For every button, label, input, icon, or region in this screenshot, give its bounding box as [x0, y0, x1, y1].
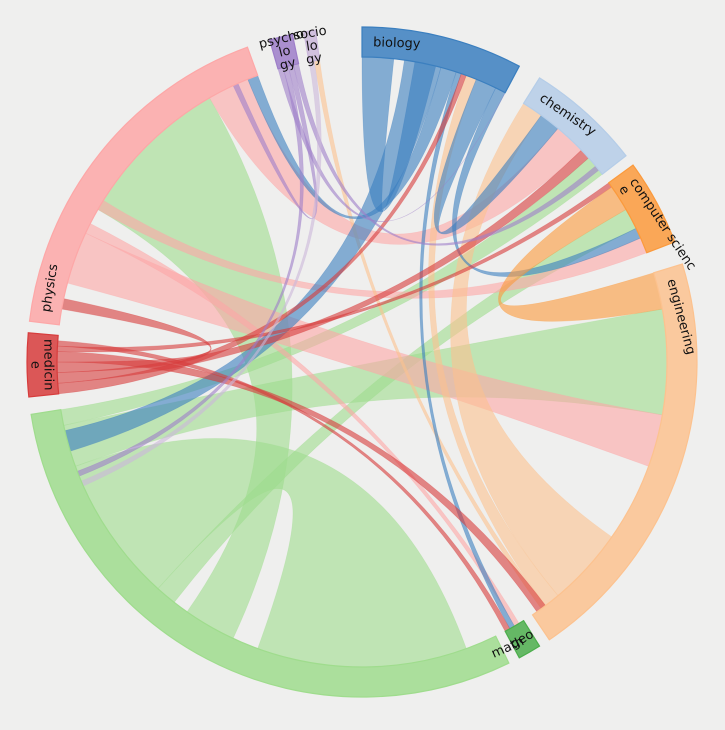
- group-label-line: e: [27, 361, 42, 369]
- group-arc-engineering[interactable]: [531, 263, 698, 641]
- group-label-line: biology: [373, 35, 421, 52]
- group-label-line: lo: [277, 43, 292, 60]
- group-arcs-layer: [26, 26, 698, 698]
- group-arc-sociology[interactable]: [303, 29, 321, 63]
- group-label-line: socio: [292, 24, 327, 44]
- chord-engineering-chemistry[interactable]: [450, 102, 613, 597]
- group-arc-geo[interactable]: [504, 619, 541, 659]
- group-arc-biology[interactable]: [361, 26, 521, 94]
- group-arc-medicine[interactable]: [26, 332, 60, 398]
- group-arc-computer-science[interactable]: [607, 164, 676, 254]
- group-label-line: gy: [305, 51, 323, 68]
- group-label-line: lo: [305, 38, 319, 55]
- chords-layer: [56, 56, 668, 668]
- group-arc-physics[interactable]: [28, 46, 259, 326]
- group-label-line: medicin: [40, 339, 55, 391]
- group-arc-math[interactable]: [30, 409, 510, 698]
- group-label-biology: biology: [373, 35, 421, 52]
- group-label-line: gy: [278, 55, 297, 73]
- group-arc-chemistry[interactable]: [522, 77, 627, 176]
- group-arc-psychology[interactable]: [268, 33, 300, 70]
